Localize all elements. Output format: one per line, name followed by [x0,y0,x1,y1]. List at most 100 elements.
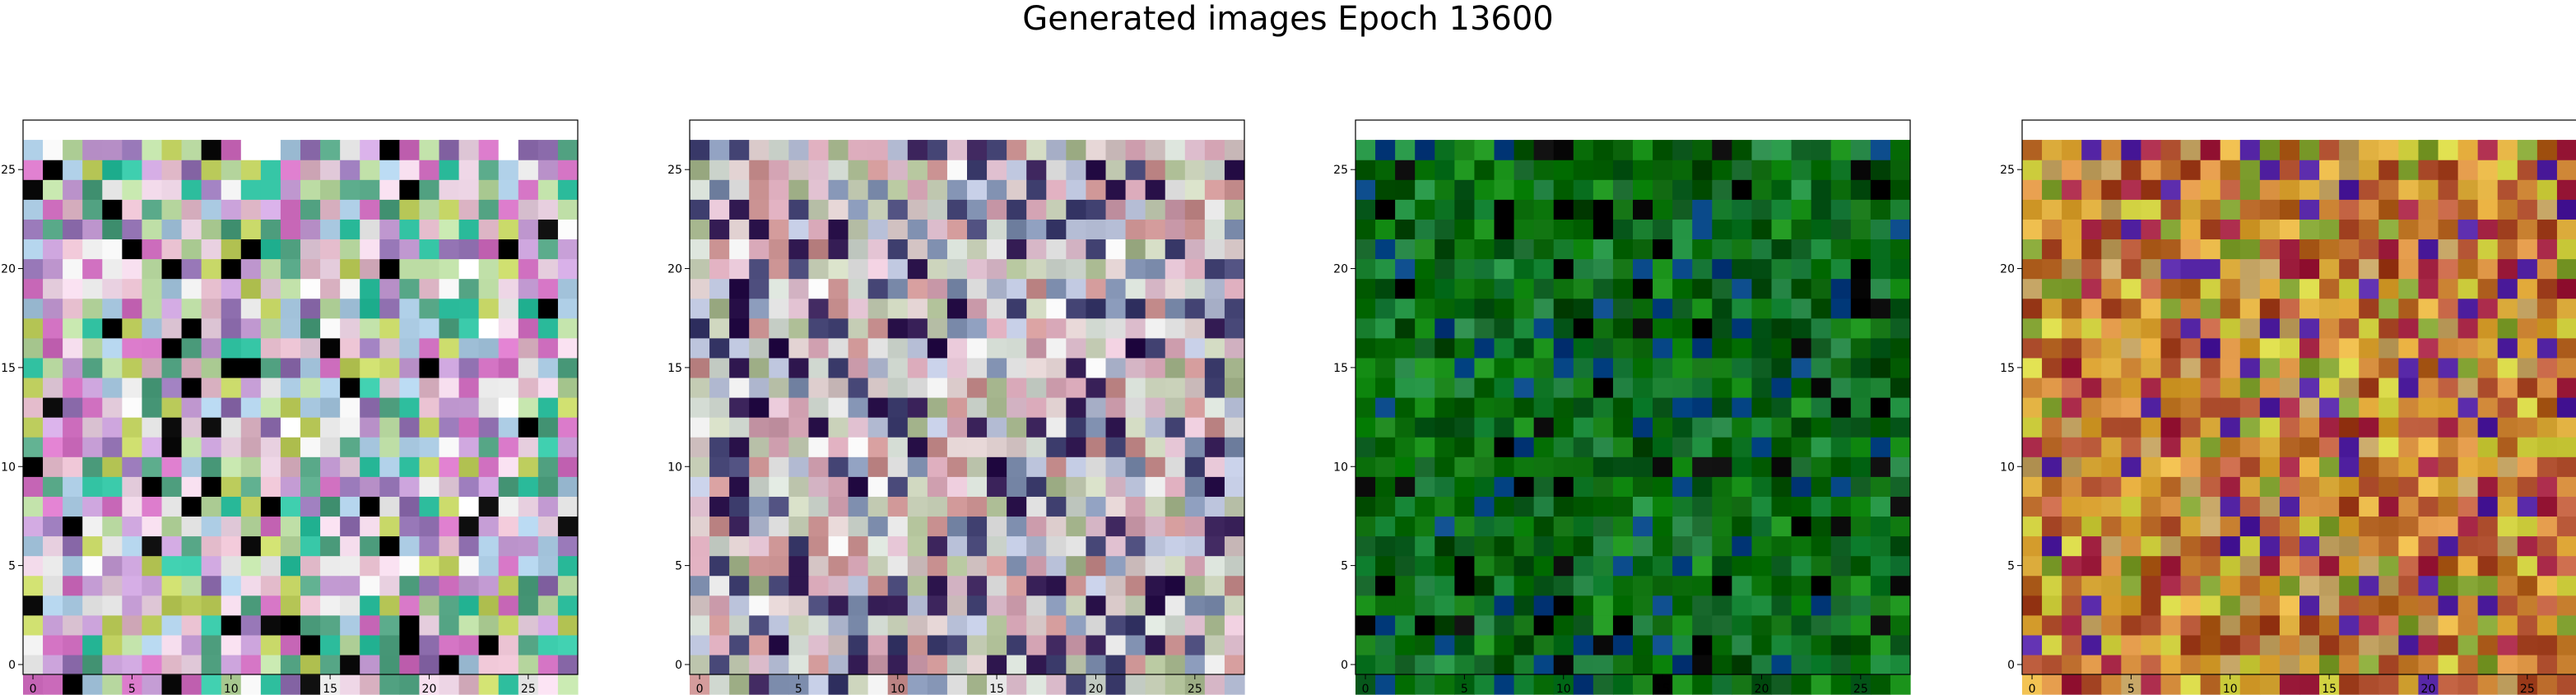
pixel-cell [1811,278,1832,299]
pixel-cell [1830,437,1852,457]
pixel-cell [2319,654,2340,675]
pixel-cell [1850,456,1872,477]
pixel-cell [43,456,63,477]
pixel-cell [1830,456,1852,477]
pixel-cell [1375,239,1396,260]
pixel-cell [2299,337,2320,359]
pixel-cell [280,595,301,616]
pixel-cell [2398,555,2420,577]
pixel-cell [1692,298,1713,319]
pixel-cell [2517,160,2538,180]
pixel-cell [2517,317,2538,339]
pixel-cell [828,397,849,418]
pixel-cell [1066,199,1087,220]
pixel-cell [1066,654,1087,675]
pixel-cell [2319,317,2340,339]
pixel-cell [1395,397,1416,418]
pixel-cell [1672,456,1693,477]
pixel-cell [1672,219,1693,240]
pixel-cell [2160,654,2182,675]
pixel-cell [2339,317,2360,339]
pixel-cell [1145,555,1166,577]
pixel-cell [399,575,421,596]
pixel-cell [1533,377,1555,398]
pixel-cell [709,179,730,200]
pixel-cell [1830,317,1852,339]
pixel-cell [867,595,889,616]
pixel-cell [260,674,281,695]
pixel-cell [1355,437,1376,457]
pixel-cell [1791,278,1812,299]
pixel-cell [1553,654,1574,675]
pixel-cell [201,377,222,398]
pixel-cell [2339,595,2360,616]
pixel-cell [142,337,163,359]
pixel-cell [1026,258,1047,280]
pixel-cell [2220,160,2241,180]
pixel-cell [769,535,789,557]
pixel-cell [1553,397,1574,418]
pixel-cell [1395,614,1416,636]
pixel-cell [2239,555,2261,577]
pixel-cell [2497,179,2518,200]
y-tick-label: 15 [1333,362,1348,375]
pixel-cell [240,654,262,675]
pixel-cell [2239,437,2261,457]
pixel-cell [260,239,281,260]
pixel-cell [2536,219,2558,240]
pixel-cell [161,516,183,537]
pixel-cell [1204,317,1225,339]
pixel-cell [1454,614,1476,636]
pixel-cell [1830,614,1852,636]
pixel-cell [43,140,63,160]
pixel-cell [1066,674,1087,695]
pixel-cell [2378,337,2399,359]
pixel-cell [1145,456,1166,477]
pixel-cell [749,654,770,675]
pixel-cell [946,575,968,596]
pixel-cell [2279,634,2300,656]
pixel-cell [927,535,948,557]
pixel-cell [142,456,163,477]
pixel-cell [2022,634,2043,656]
pixel-cell [2160,535,2182,557]
pixel-cell [82,337,103,359]
pixel-cell [82,298,103,319]
pixel-cell [181,417,202,438]
pixel-cell [749,317,770,339]
pixel-cell [2101,535,2122,557]
pixel-cell [181,595,202,616]
pixel-cell [300,397,321,418]
pixel-cell [2359,535,2379,557]
pixel-cell [2200,199,2221,220]
pixel-cell [2359,476,2379,497]
pixel-cell [2141,357,2162,378]
pixel-cell [1086,397,1107,418]
pixel-cell [1612,417,1634,438]
pixel-cell [221,377,242,398]
pixel-cell [927,179,948,200]
pixel-cell [2042,397,2062,418]
pixel-cell [1514,634,1535,656]
pixel-cell [2438,575,2459,596]
pixel-cell [221,496,242,517]
pixel-cell [280,555,301,577]
pixel-cell [2359,456,2379,477]
pixel-cell [2497,239,2518,260]
pixel-cell [1474,496,1495,517]
pixel-cell [946,357,968,378]
pixel-cell [399,377,421,398]
pixel-cell [2517,555,2538,577]
pixel-cell [867,219,889,240]
pixel-cell [2101,496,2122,517]
pixel-cell [201,179,222,200]
pixel-cell [2339,140,2360,160]
pixel-cell [379,535,400,557]
pixel-cell [1415,634,1435,656]
pixel-cell [1771,179,1793,200]
pixel-cell [557,337,579,359]
pixel-cell [1026,437,1047,457]
pixel-cell [1811,219,1832,240]
pixel-cell [320,496,341,517]
pixel-cell [181,298,202,319]
